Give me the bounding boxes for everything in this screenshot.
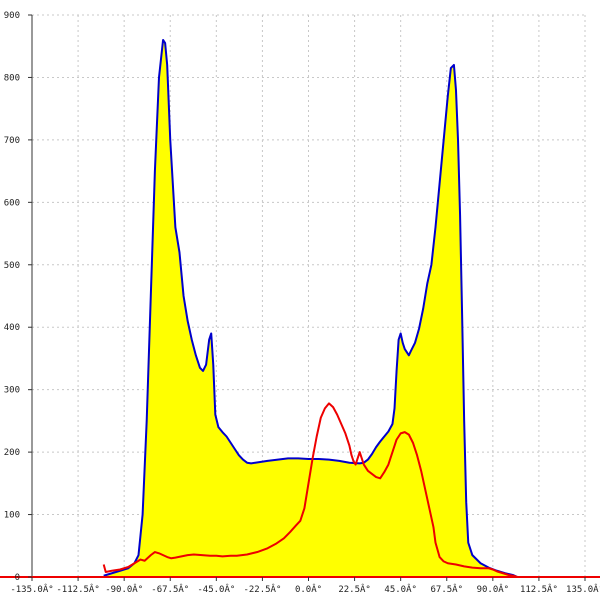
x-tick-label-8: 45.0Â° <box>384 583 417 595</box>
x-axis-ticks: -135.0Â° -112.5Â° -90.0Â° -67.5Â° -45.0Â° -22… <box>10 577 600 595</box>
x-tick-label-0: -135.0Â° <box>10 583 53 595</box>
x-tick-label-2: -90.0Â° <box>105 583 143 595</box>
x-tick-label-7: 22.5Â° <box>338 583 371 595</box>
y-tick-label-1: 100 <box>4 511 20 521</box>
x-tick-label-6: 0.0Â° <box>295 583 322 595</box>
y-tick-label-2: 200 <box>4 448 20 458</box>
x-tick-label-5: -22.5Â° <box>243 583 281 595</box>
y-tick-label-4: 400 <box>4 323 20 333</box>
x-tick-label-1: -112.5Â° <box>56 583 99 595</box>
y-tick-label-6: 600 <box>4 198 20 208</box>
series-0-area <box>103 39 518 578</box>
y-tick-label-0: 0 <box>15 573 20 583</box>
y-tick-label-9: 900 <box>4 11 20 21</box>
series-layer <box>102 38 518 578</box>
y-tick-label-7: 700 <box>4 136 20 146</box>
y-axis-ticks: 0 100 200 300 400 500 600 700 800 900 <box>4 11 32 583</box>
x-tick-label-4: -45.0Â° <box>197 583 235 595</box>
series-0-line <box>103 38 518 578</box>
axes <box>0 15 600 578</box>
series-1-line <box>102 402 518 578</box>
x-tick-label-9: 67.5Â° <box>430 583 463 595</box>
y-tick-label-5: 500 <box>4 261 20 271</box>
x-tick-label-10: 90.0Â° <box>477 583 510 595</box>
x-tick-label-3: -67.5Â° <box>151 583 189 595</box>
y-tick-label-8: 800 <box>4 73 20 83</box>
x-tick-label-12: 135.0Â° <box>566 583 600 595</box>
y-tick-label-3: 300 <box>4 386 20 396</box>
x-tick-label-11: 112.5Â° <box>520 583 558 595</box>
